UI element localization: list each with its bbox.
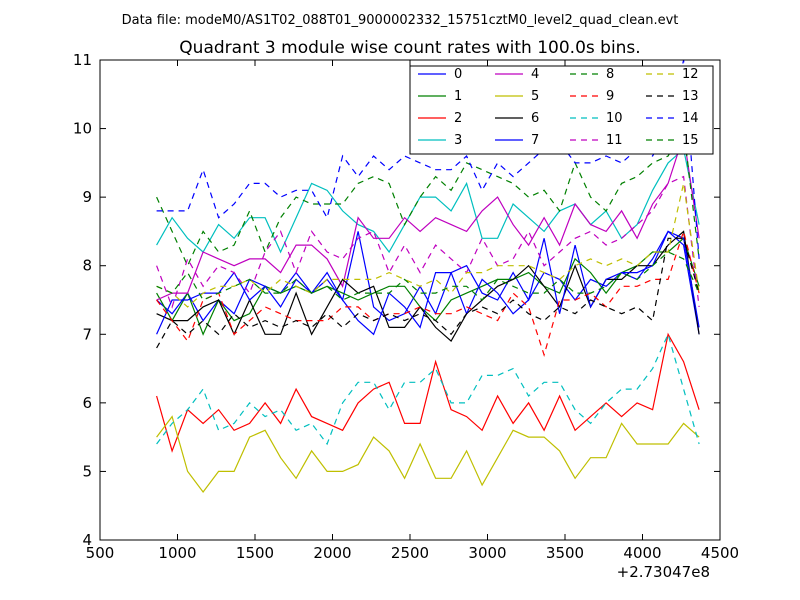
legend-label-11: 11 — [606, 133, 623, 148]
x-tick-label: 3500 — [546, 544, 584, 562]
x-tick-label: 1000 — [158, 544, 196, 562]
series-line-11 — [156, 175, 700, 309]
x-tick-label: 1500 — [236, 544, 274, 562]
chart-suptitle: Data file: modeM0/AS1T02_088T01_90000023… — [122, 13, 679, 28]
legend-label-14: 14 — [682, 111, 699, 126]
series-line-13 — [156, 237, 700, 349]
x-tick-label: 4500 — [701, 544, 739, 562]
y-tick-label: 8 — [82, 257, 92, 275]
legend-label-13: 13 — [682, 89, 699, 104]
y-tick-label: 10 — [73, 120, 92, 138]
y-tick-label: 9 — [82, 188, 92, 206]
legend-label-10: 10 — [606, 111, 623, 126]
series-line-7 — [156, 230, 700, 336]
series-line-15 — [156, 251, 700, 301]
legend-label-3: 3 — [454, 133, 462, 148]
ticks-layer: 500 1000 1500 2000 2500 3000 3500 4000 4500 4 5 6 7 8… — [73, 51, 739, 562]
legend-label-6: 6 — [531, 111, 539, 126]
legend-label-1: 1 — [454, 89, 462, 104]
legend-label-2: 2 — [454, 111, 462, 126]
y-tick-label: 6 — [82, 394, 92, 412]
series-line-5 — [156, 415, 700, 493]
y-tick-label: 4 — [82, 531, 92, 549]
x-tick-label: 4000 — [623, 544, 661, 562]
x-offset-label: +2.73047e8 — [617, 563, 710, 581]
x-tick-label: 3000 — [468, 544, 506, 562]
legend-box — [409, 65, 714, 155]
series-layer — [156, 59, 700, 493]
legend-label-4: 4 — [531, 67, 539, 82]
series-line-3 — [156, 147, 700, 254]
y-tick-label: 11 — [73, 51, 92, 69]
legend-label-12: 12 — [682, 67, 699, 82]
series-line-8 — [156, 126, 700, 268]
series-line-10 — [156, 332, 700, 446]
series-line-2 — [156, 332, 700, 453]
chart-title: Quadrant 3 module wise count rates with … — [179, 38, 640, 58]
legend-label-15: 15 — [682, 133, 699, 148]
series-line-9 — [156, 229, 700, 357]
x-tick-label: 2500 — [391, 544, 429, 562]
legend-label-9: 9 — [606, 89, 614, 104]
legend-label-0: 0 — [454, 67, 462, 82]
legend-label-7: 7 — [531, 133, 539, 148]
x-tick-label: 2000 — [313, 544, 351, 562]
series-line-1 — [156, 237, 700, 336]
x-tick-label: 500 — [86, 544, 115, 562]
y-tick-label: 7 — [82, 325, 92, 343]
series-line-14 — [156, 59, 700, 259]
series-line-4 — [156, 135, 700, 301]
legend-label-8: 8 — [606, 67, 614, 82]
legend-label-5: 5 — [531, 89, 539, 104]
y-tick-label: 5 — [82, 462, 92, 480]
